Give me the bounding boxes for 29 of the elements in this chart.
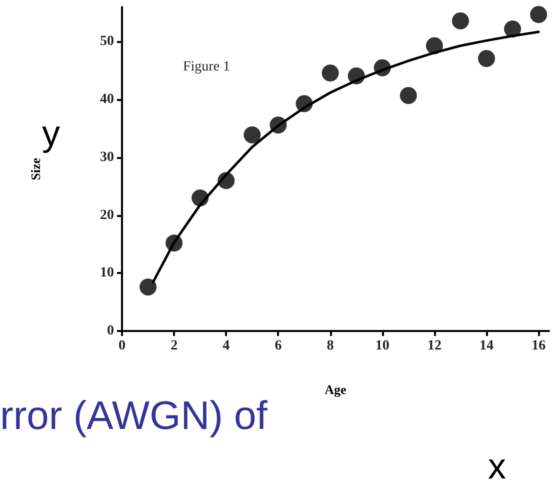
- x-tick-label: 0: [118, 338, 126, 354]
- point: [400, 87, 417, 104]
- text: rror (AWGN) of: [0, 394, 268, 438]
- x-tick-label: 16: [532, 338, 546, 354]
- y-tick-label: 10: [100, 266, 114, 281]
- text: x: [488, 446, 506, 483]
- x-tick-label: 6: [274, 338, 282, 354]
- point: [478, 50, 496, 67]
- x-axis-title: Age: [324, 382, 347, 397]
- y-tick-label: 40: [100, 92, 114, 108]
- y-tick-label: 30: [100, 150, 114, 165]
- point: [530, 6, 548, 24]
- y-tick-label: 50: [100, 34, 114, 50]
- x-tick-label: 4: [222, 338, 230, 354]
- point: [140, 278, 157, 296]
- annotation: Figure 1: [183, 60, 230, 74]
- x-tick-label: 2: [170, 338, 178, 354]
- x-tick-label: 8: [326, 338, 334, 354]
- text: y: [42, 112, 60, 154]
- y-tick-label: 20: [100, 208, 114, 223]
- point: [244, 126, 261, 144]
- y-axis-title: Size: [28, 158, 43, 180]
- point: [322, 64, 339, 82]
- point: [504, 20, 522, 38]
- point: [452, 12, 469, 30]
- y-tick-label: 0: [107, 324, 114, 338]
- x-tick-label: 10: [375, 338, 390, 354]
- x-tick-label: 14: [480, 338, 494, 354]
- x-tick-label: 12: [427, 338, 442, 354]
